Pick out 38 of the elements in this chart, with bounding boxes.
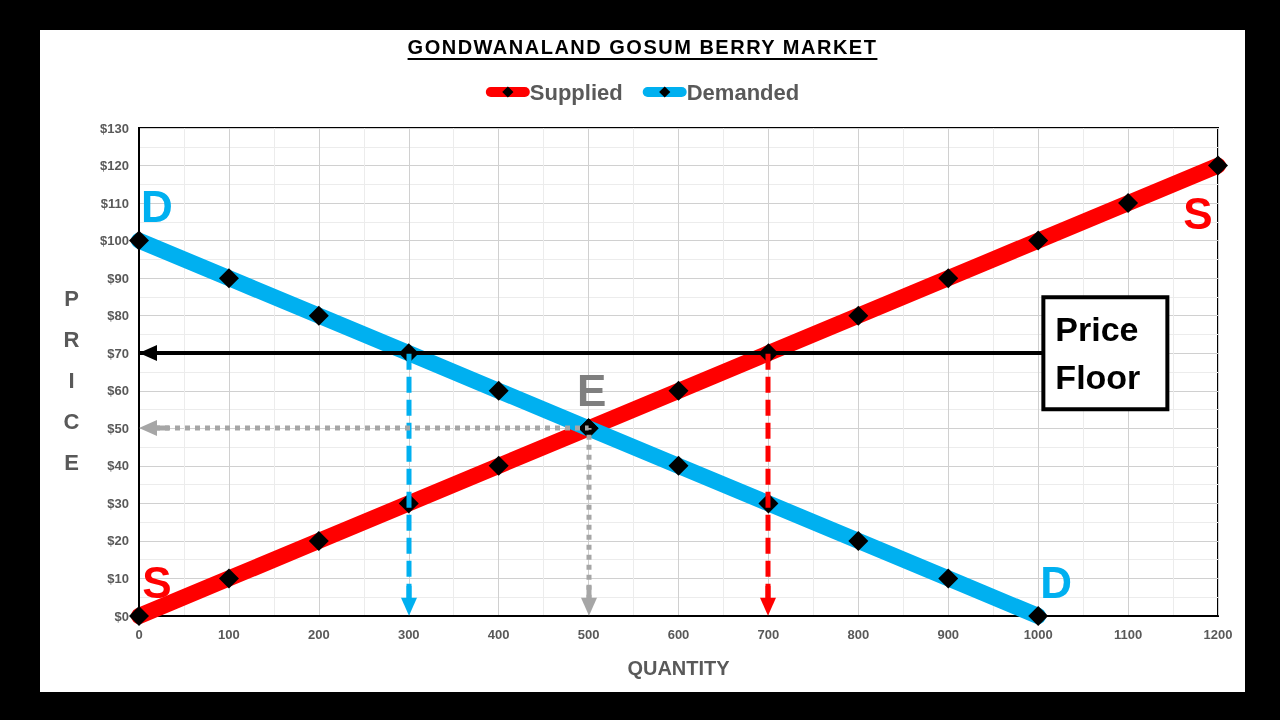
annotation: E (576, 365, 607, 415)
x-axis-title: QUANTITY (627, 657, 731, 679)
x-tick-label: 600 (667, 627, 690, 642)
y-tick-label: $110 (100, 195, 129, 211)
y-tick-label: $40 (107, 458, 129, 474)
x-tick-label: 200 (307, 627, 330, 642)
y-tick-label: $90 (107, 270, 129, 286)
annotation: D (141, 182, 173, 232)
annotation: S (142, 557, 172, 607)
annotation: S (1183, 189, 1213, 239)
y-tick-label: $120 (100, 158, 129, 174)
y-tick-label: $70 (107, 345, 129, 361)
y-tick-label: $30 (107, 495, 129, 511)
x-tick-label: 0 (135, 627, 143, 642)
x-tick-label: 1000 (1023, 627, 1053, 642)
y-tick-label: $80 (107, 308, 129, 324)
annotation: D (1040, 557, 1073, 607)
x-tick-label: 400 (487, 627, 510, 642)
ref-line-label: Price Floor (1055, 310, 1148, 397)
y-tick-label: $10 (107, 570, 129, 586)
y-tick-label: $0 (114, 608, 129, 624)
x-tick-label: 800 (847, 627, 870, 642)
x-tick-label: 1200 (1203, 627, 1233, 642)
x-tick-label: 300 (397, 627, 420, 642)
legend-label: Supplied (529, 79, 623, 105)
x-tick-label: 900 (937, 627, 960, 642)
legend-label: Demanded (686, 79, 800, 105)
x-tick-label: 500 (577, 627, 600, 642)
y-tick-label: $60 (107, 383, 129, 399)
x-tick-label: 100 (218, 627, 240, 642)
y-tick-label: $50 (107, 420, 129, 436)
x-tick-label: 700 (757, 627, 780, 642)
chart-title: GONDWANALAND GOSUM BERRY MARKET (407, 36, 878, 58)
y-tick-label: $100 (100, 233, 129, 249)
y-axis-title: PRICE (58, 286, 84, 491)
x-tick-label: 1100 (1113, 627, 1143, 642)
y-tick-label: $130 (100, 120, 129, 136)
y-tick-label: $20 (107, 533, 129, 549)
